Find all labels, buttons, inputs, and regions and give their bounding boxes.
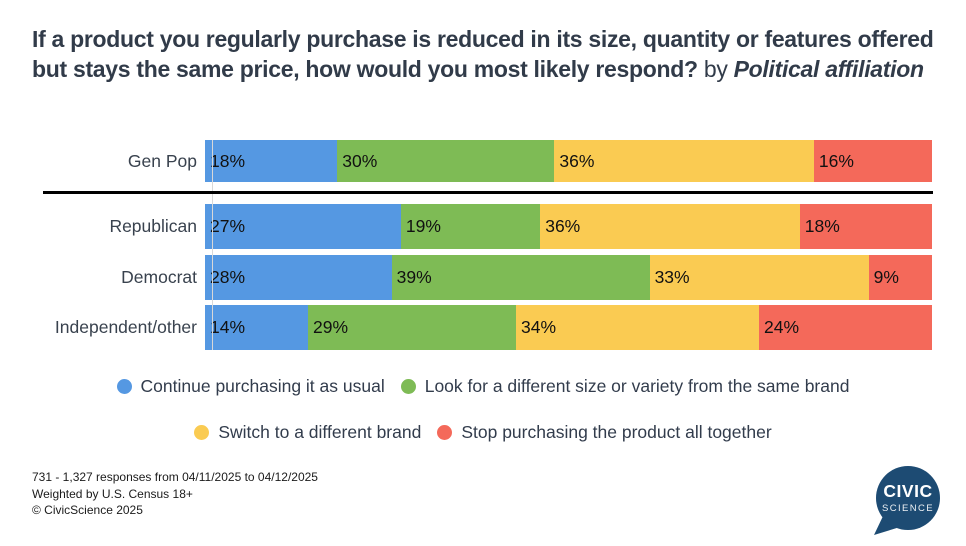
legend-item: Continue purchasing it as usual [116,376,385,397]
chart-title: If a product you regularly purchase is r… [32,24,948,84]
row-label: Gen Pop [127,150,197,171]
bar-value-label: 16% [818,150,854,171]
legend-label: Continue purchasing it as usual [140,376,385,396]
logo-bubble-tail [874,514,900,535]
bar-value-label: 39% [396,267,432,287]
bar-value-label: 33% [654,267,690,287]
bar-segment: 18% [799,204,932,249]
bar-value-label: 24% [764,317,800,337]
chart-row-democrat: Democrat 28% 39% 33% 9% [0,255,932,300]
bar-value-label: 34% [521,317,557,337]
legend-item: Look for a different size or variety fro… [400,376,850,397]
bar-segment: 29% [308,305,516,350]
bar-value-label: 36% [559,150,595,171]
bar-value-label: 28% [210,267,246,287]
bar-segment: 36% [554,140,814,182]
legend-dot-icon [400,379,416,394]
bar-value-label: 19% [405,216,441,236]
bar-value-label: 29% [313,317,349,337]
legend-dot-icon [437,425,453,440]
legend-row-2: Switch to a different brand Stop purchasi… [0,422,966,443]
legend-item: Switch to a different brand [194,422,421,443]
footer: 731 - 1,327 responses from 04/11/2025 to… [32,469,318,519]
bar-segment: 28% [205,255,392,300]
title-question: If a product you regularly purchase is r… [32,26,934,82]
footer-responses: 731 - 1,327 responses from 04/11/2025 to… [32,470,318,484]
row-label: Independent/other [54,317,197,337]
bar-segment: 39% [391,255,650,300]
bar-stack: 14% 29% 34% 24% [205,305,932,350]
row-label: Democrat [121,267,197,287]
bar-value-label: 14% [210,317,246,337]
legend-label: Look for a different size or variety fro… [424,376,850,396]
bar-value-label: 36% [545,216,581,236]
bar-segment: 24% [759,305,932,350]
title-dimension: Political affiliation [733,56,924,82]
chart-row-independent-other: Independent/other 14% 29% 34% 24% [0,305,932,350]
chart-row-gen-pop: Gen Pop 18% 30% 36% 16% [0,140,932,182]
bar-segment: 14% [205,305,308,350]
legend-row-1: Continue purchasing it as usual Look for … [0,376,966,397]
title-connector: by [697,56,734,82]
logo-text-science: SCIENCE [882,503,934,514]
bar-segment: 27% [205,204,401,249]
bar-stack: 28% 39% 33% 9% [205,255,932,300]
footer-copyright: © CivicScience 2025 [32,503,143,517]
bar-segment: 30% [337,140,555,182]
civicscience-logo: CIVIC SCIENCE [874,466,940,535]
bar-segment: 33% [649,255,869,300]
bar-segment: 19% [400,204,541,249]
bar-value-label: 30% [342,150,378,171]
footer-weighting: Weighted by U.S. Census 18+ [32,486,193,501]
legend-dot-icon [194,425,210,440]
bar-value-label: 18% [210,150,246,171]
bar-segment: 18% [205,140,338,182]
legend-item: Stop purchasing the product all together [437,422,772,443]
bar-value-label: 9% [873,267,899,287]
bar-segment: 36% [540,204,800,249]
bar-segment: 9% [868,255,932,300]
bar-stack: 18% 30% 36% 16% [205,140,932,182]
bar-segment: 16% [813,140,932,182]
legend-dot-icon [116,379,132,394]
logo-text-civic: CIVIC [883,481,932,501]
row-label: Republican [109,216,197,236]
bar-value-label: 18% [804,216,840,236]
axis-line [212,140,213,350]
bar-segment: 34% [516,305,759,350]
genpop-divider [43,191,933,194]
logo-bubble-icon [876,466,940,530]
legend-label: Switch to a different brand [218,422,422,442]
bar-stack: 27% 19% 36% 18% [205,204,932,249]
bar-value-label: 27% [210,216,246,236]
legend-label: Stop purchasing the product all together [461,422,772,442]
chart-row-republican: Republican 27% 19% 36% 18% [0,204,932,249]
